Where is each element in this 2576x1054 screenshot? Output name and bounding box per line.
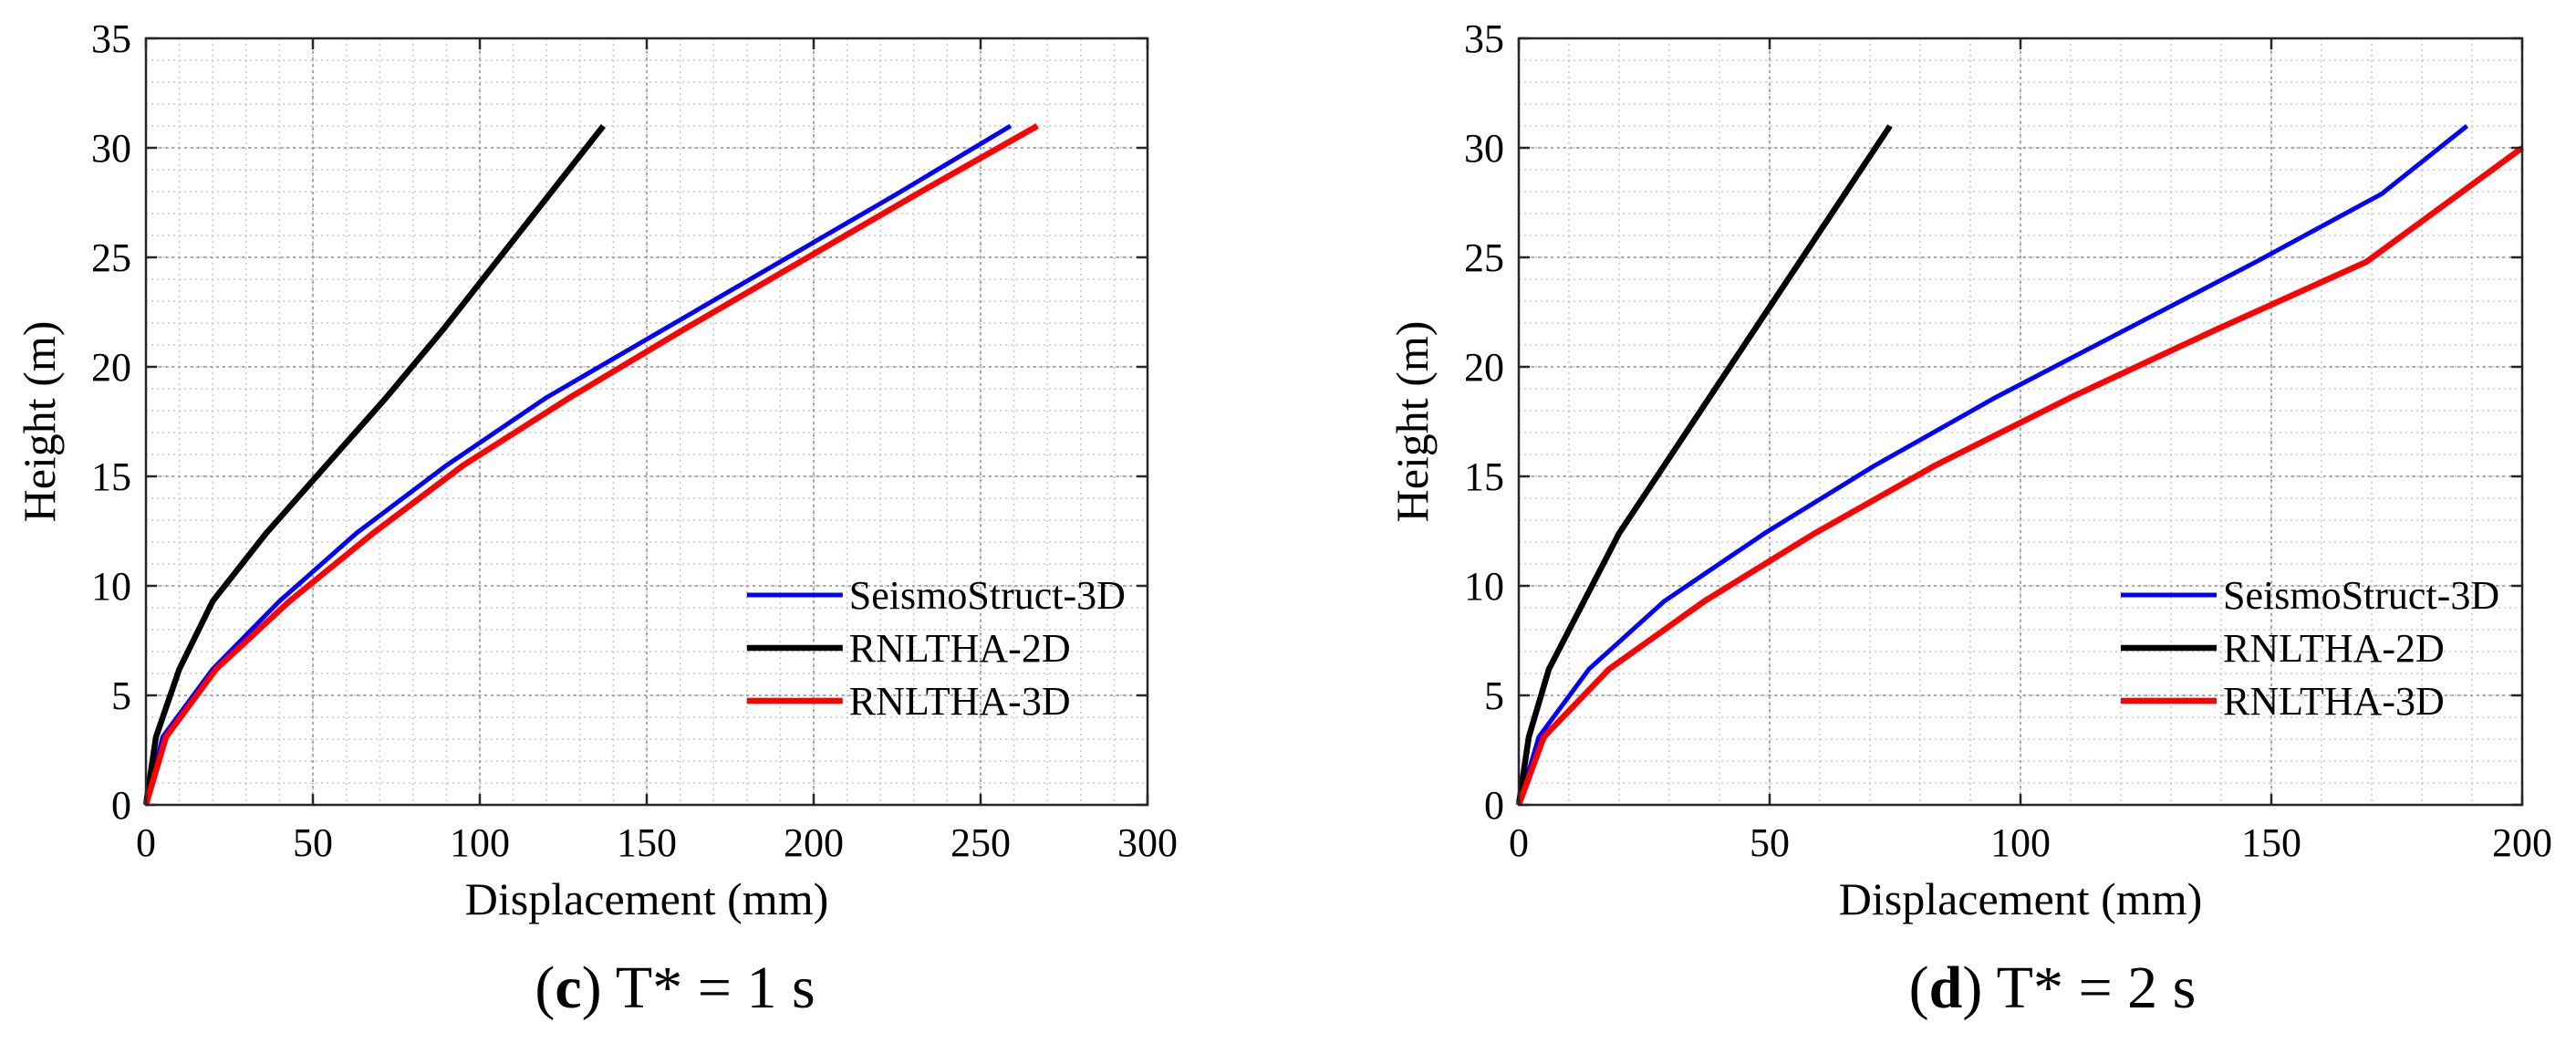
panel-d-caption: (d) T* = 2 s: [1551, 954, 2554, 1023]
panel-c-x-axis-label: Displacement (mm): [465, 873, 829, 924]
panel-c-y-tick-label: 15: [91, 454, 131, 499]
panel-d-y-tick-label: 35: [1464, 16, 1504, 61]
panel-c-series-rnltha-3d: [142, 123, 1039, 806]
caption-c-open: (: [535, 955, 556, 1021]
panel-c-y-tick-label: 5: [111, 673, 131, 718]
caption-d-text: T* = 2 s: [1982, 955, 2197, 1021]
panel-c-caption: (c) T* = 1 s: [173, 954, 1177, 1023]
panel-d-legend-label: RNLTHA-3D: [2223, 679, 2445, 724]
panel-d-y-tick-label: 10: [1464, 564, 1504, 609]
panel-d-legend-label: SeismoStruct-3D: [2223, 573, 2499, 618]
panel-c-x-tick-label: 300: [1117, 820, 1178, 865]
panel-c-y-tick-label: 0: [111, 783, 131, 828]
panel-c-chart: 0 50 100 150 200 250 300 0 5 10 15 20 25 30 35 Displace…: [14, 16, 1178, 924]
caption-c-close: ): [581, 955, 602, 1021]
panel-d-y-tick-label: 20: [1464, 345, 1504, 390]
panel-d-x-tick-label: 100: [1990, 820, 2051, 865]
panel-c-x-tick-label: 150: [617, 820, 677, 865]
panel-d-series-rnltha-2d: [1515, 124, 1893, 806]
panel-d-x-tick-label: 150: [2241, 820, 2301, 865]
panel-d-x-tick-label: 50: [1750, 820, 1790, 865]
panel-c-x-tick-label: 0: [136, 820, 156, 865]
panel-c-y-tick-label: 20: [91, 345, 131, 390]
panel-c-x-tick-label: 250: [950, 820, 1011, 865]
caption-d-close: ): [1962, 955, 1983, 1021]
panel-d-y-tick-label: 15: [1464, 454, 1504, 499]
panel-d-x-tick-label: 200: [2492, 820, 2552, 865]
panel-c-x-tick-label: 200: [784, 820, 844, 865]
panel-c-legend-label: RNLTHA-2D: [849, 626, 1071, 671]
panel-d-y-tick-label: 25: [1464, 235, 1504, 280]
panel-d-legend-label: RNLTHA-2D: [2223, 626, 2445, 671]
panel-c-x-tick-label: 100: [450, 820, 510, 865]
panel-d-series-seismostruct-3d: [1516, 124, 2469, 806]
panel-d-x-tick-label: 0: [1509, 820, 1529, 865]
panel-c-series-rnltha-2d: [142, 123, 606, 806]
panel-c-y-tick-label: 30: [91, 126, 131, 171]
panel-d-x-axis-label: Displacement (mm): [1839, 873, 2203, 924]
panel-c-legend-label: SeismoStruct-3D: [849, 573, 1126, 618]
panel-c-y-axis-label: Height (m): [14, 321, 65, 523]
caption-c-letter: c: [555, 955, 582, 1021]
panel-c-legend-label: RNLTHA-3D: [849, 679, 1071, 724]
panel-c-x-tick-label: 50: [293, 820, 333, 865]
caption-d-open: (: [1908, 955, 1929, 1021]
panel-c-y-tick-label: 10: [91, 564, 131, 609]
caption-c-text: T* = 1 s: [601, 955, 815, 1021]
caption-d-letter: d: [1928, 955, 1963, 1021]
panel-d-series-rnltha-3d: [1515, 145, 2524, 807]
panel-d-chart: 0 50 100 150 200 0 5 10 15 20 25 30 35 Displacement (…: [1387, 16, 2552, 924]
panel-d-y-tick-label: 30: [1464, 126, 1504, 171]
panel-d-y-tick-label: 0: [1484, 783, 1504, 828]
panel-c-y-tick-label: 25: [91, 235, 131, 280]
panel-c-y-tick-label: 35: [91, 16, 131, 61]
panel-d-y-tick-label: 5: [1484, 673, 1504, 718]
panel-d-y-axis-label: Height (m): [1387, 321, 1438, 523]
